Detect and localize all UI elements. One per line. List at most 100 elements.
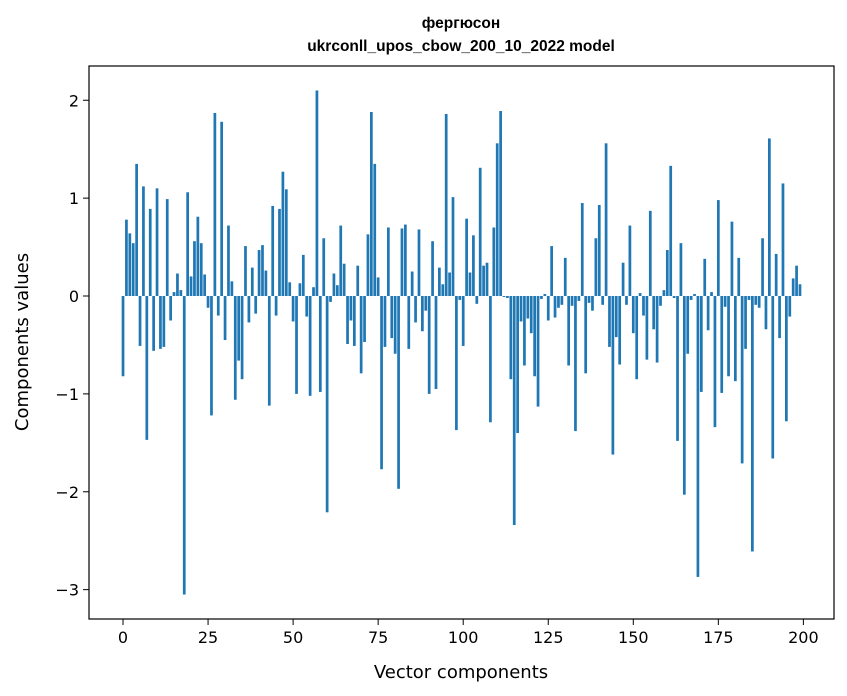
bar-component-160 <box>665 250 669 297</box>
bar-component-18 <box>182 296 186 595</box>
bar-component-126 <box>550 246 554 297</box>
bar-component-199 <box>798 284 802 297</box>
bar-component-171 <box>703 258 707 297</box>
bar-component-68 <box>352 296 356 346</box>
bar-component-40 <box>257 250 261 297</box>
bar-component-63 <box>335 285 339 297</box>
bar-component-75 <box>376 277 380 297</box>
bar-component-137 <box>587 296 591 303</box>
bar-component-177 <box>723 296 727 307</box>
bar-component-15 <box>172 292 176 297</box>
bar-component-195 <box>785 296 788 422</box>
bar-component-173 <box>710 292 713 297</box>
bar-component-83 <box>404 224 407 297</box>
bar-component-162 <box>672 296 676 298</box>
x-tick-label: 200 <box>788 628 819 647</box>
bar-component-176 <box>720 296 724 393</box>
bar-component-128 <box>557 296 560 308</box>
bar-component-52 <box>298 283 302 296</box>
bar-component-146 <box>618 296 622 365</box>
bar-component-19 <box>186 192 190 297</box>
bar-component-132 <box>570 296 574 306</box>
bar-component-71 <box>363 296 366 343</box>
bar-component-151 <box>635 296 639 380</box>
bar-component-53 <box>301 254 305 297</box>
bar-component-67 <box>349 296 353 321</box>
bar-component-47 <box>281 171 285 297</box>
bar-component-150 <box>631 296 635 334</box>
bar-component-30 <box>223 296 227 341</box>
bar-component-56 <box>312 287 315 297</box>
bar-component-142 <box>604 143 608 297</box>
bar-component-100 <box>461 296 465 346</box>
bar-component-16 <box>176 273 179 297</box>
bar-component-112 <box>502 296 506 297</box>
bar-component-197 <box>791 278 795 297</box>
bar-component-166 <box>686 296 690 354</box>
bar-component-187 <box>757 296 761 308</box>
bar-component-170 <box>699 296 703 392</box>
bar-component-1 <box>125 219 128 297</box>
bar-series <box>121 90 802 595</box>
bar-component-153 <box>642 296 645 316</box>
bar-component-107 <box>485 262 489 297</box>
bar-component-178 <box>727 296 730 377</box>
x-tick-label: 100 <box>448 628 479 647</box>
bar-component-8 <box>148 208 152 297</box>
bar-component-69 <box>356 265 360 297</box>
bar-component-192 <box>774 253 778 297</box>
bar-component-92 <box>434 296 438 389</box>
x-axis-ticks: 0 25 50 75 100 125 150 175 200 <box>118 619 819 647</box>
bar-component-34 <box>237 296 241 361</box>
bar-component-12 <box>162 296 166 347</box>
bar-component-27 <box>213 112 217 297</box>
bar-component-121 <box>533 296 536 377</box>
bar-component-169 <box>696 296 700 577</box>
bar-component-181 <box>737 257 741 297</box>
bar-component-116 <box>516 296 519 434</box>
bar-component-64 <box>339 225 343 297</box>
bar-component-38 <box>250 267 254 296</box>
bar-component-172 <box>706 296 710 331</box>
bar-component-41 <box>261 245 264 297</box>
bar-component-98 <box>455 296 458 431</box>
bar-component-114 <box>509 296 513 380</box>
y-tick-label: −2 <box>55 483 79 502</box>
bar-component-154 <box>645 296 649 360</box>
bar-component-72 <box>366 234 370 297</box>
bar-component-196 <box>788 296 792 317</box>
bar-component-113 <box>506 296 509 298</box>
bar-component-96 <box>448 272 451 297</box>
bar-component-138 <box>591 296 594 311</box>
bar-component-42 <box>264 270 268 297</box>
bar-component-39 <box>254 296 258 314</box>
bar-component-127 <box>553 296 557 318</box>
bar-component-94 <box>441 284 445 297</box>
bar-component-140 <box>597 204 601 296</box>
bar-component-62 <box>332 273 336 297</box>
bar-component-184 <box>747 296 751 300</box>
bar-component-74 <box>373 163 377 297</box>
bar-component-61 <box>329 296 332 302</box>
chart-title: фергюсон <box>422 15 500 32</box>
bar-component-104 <box>475 296 479 304</box>
bar-component-7 <box>145 296 149 440</box>
bar-component-0 <box>121 296 125 377</box>
bar-component-161 <box>669 165 673 297</box>
bar-component-87 <box>417 229 421 297</box>
bar-component-155 <box>648 210 652 297</box>
bar-component-164 <box>679 243 683 297</box>
bar-component-76 <box>380 296 383 470</box>
bar-component-45 <box>274 296 278 316</box>
bar-component-57 <box>315 90 319 297</box>
bar-component-191 <box>771 296 775 459</box>
bar-component-119 <box>526 296 530 319</box>
bar-component-167 <box>689 296 693 300</box>
bar-component-22 <box>196 216 200 297</box>
bar-component-101 <box>465 218 468 297</box>
bar-component-73 <box>369 112 373 297</box>
bar-component-122 <box>536 296 540 407</box>
bar-component-78 <box>387 227 390 297</box>
bar-component-157 <box>655 296 659 363</box>
